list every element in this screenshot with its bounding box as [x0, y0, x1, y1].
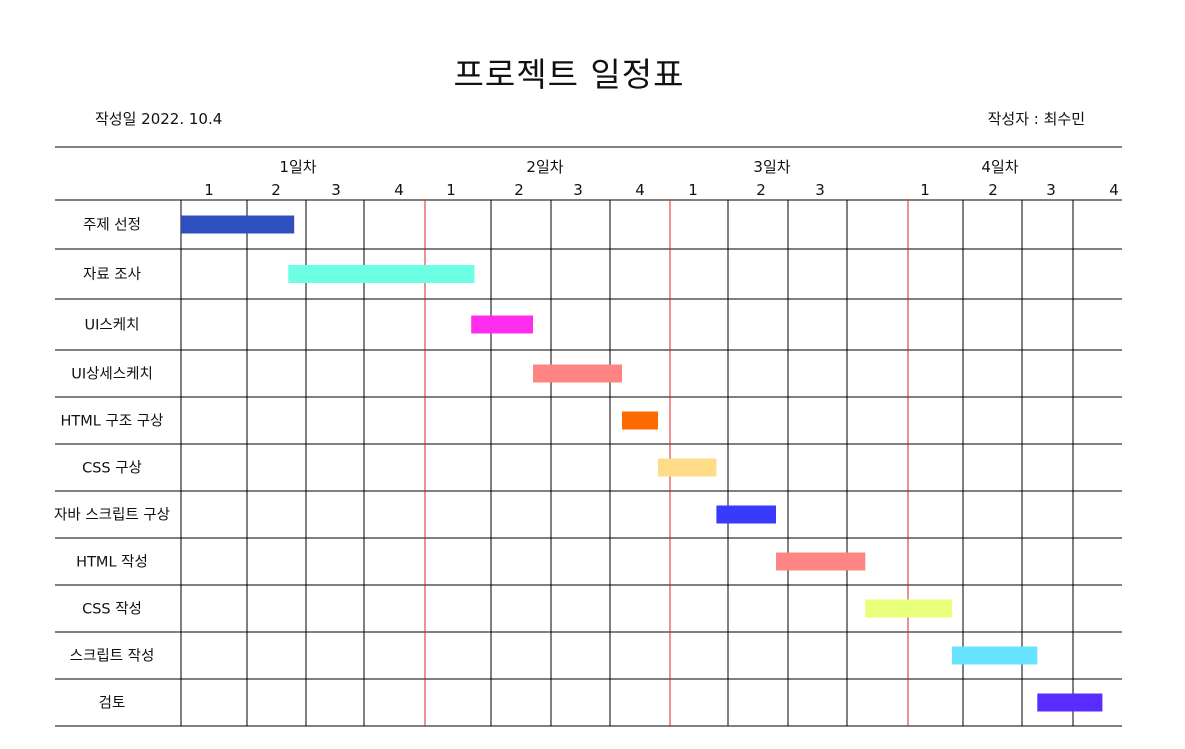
task-bar: [865, 599, 952, 618]
task-bar: [533, 364, 622, 383]
task-bar: [716, 505, 776, 524]
created-date: 작성일 2022. 10.4: [95, 110, 223, 128]
task-label: UI스케치: [85, 317, 140, 334]
slot-tick-label: 1: [204, 181, 214, 199]
slot-tick-label: 3: [1046, 181, 1056, 199]
day-label: 2일차: [526, 158, 563, 176]
task-label: HTML 구조 구상: [61, 413, 164, 430]
task-label: UI상세스케치: [71, 366, 153, 383]
task-bar: [952, 646, 1038, 665]
task-label: 주제 선정: [83, 217, 141, 234]
task-bar: [658, 458, 717, 477]
task-bar: [776, 552, 866, 571]
slot-tick-label: 4: [394, 181, 404, 199]
slot-tick-label: 4: [1109, 181, 1119, 199]
page-title: 프로젝트 일정표: [453, 55, 685, 94]
slot-tick-label: 2: [514, 181, 524, 199]
task-label: CSS 구상: [82, 460, 142, 477]
slot-tick-label: 1: [920, 181, 930, 199]
slot-tick-label: 3: [331, 181, 341, 199]
slot-tick-label: 1: [446, 181, 456, 199]
task-label: 스크립트 작성: [70, 648, 155, 665]
slot-tick-label: 1: [688, 181, 698, 199]
task-label: CSS 작성: [82, 601, 142, 618]
task-label: HTML 작성: [76, 554, 148, 571]
slot-tick-label: 3: [815, 181, 825, 199]
task-bar: [288, 265, 475, 283]
task-bar: [181, 215, 295, 234]
slot-tick-label: 2: [271, 181, 281, 199]
task-bar: [471, 315, 533, 334]
task-bar: [1037, 693, 1103, 712]
slot-tick-label: 4: [635, 181, 645, 199]
author-label: 작성자 : 최수민: [987, 110, 1085, 128]
task-label: 자료 조사: [83, 266, 141, 283]
task-label: 자바 스크립트 구상: [54, 507, 170, 524]
task-bar: [622, 411, 658, 430]
slot-tick-label: 2: [756, 181, 766, 199]
slot-tick-label: 3: [573, 181, 583, 199]
day-label: 4일차: [981, 158, 1018, 176]
day-label: 3일차: [753, 158, 790, 176]
day-label: 1일차: [279, 158, 316, 176]
task-label: 검토: [99, 695, 126, 712]
slot-tick-label: 2: [988, 181, 998, 199]
